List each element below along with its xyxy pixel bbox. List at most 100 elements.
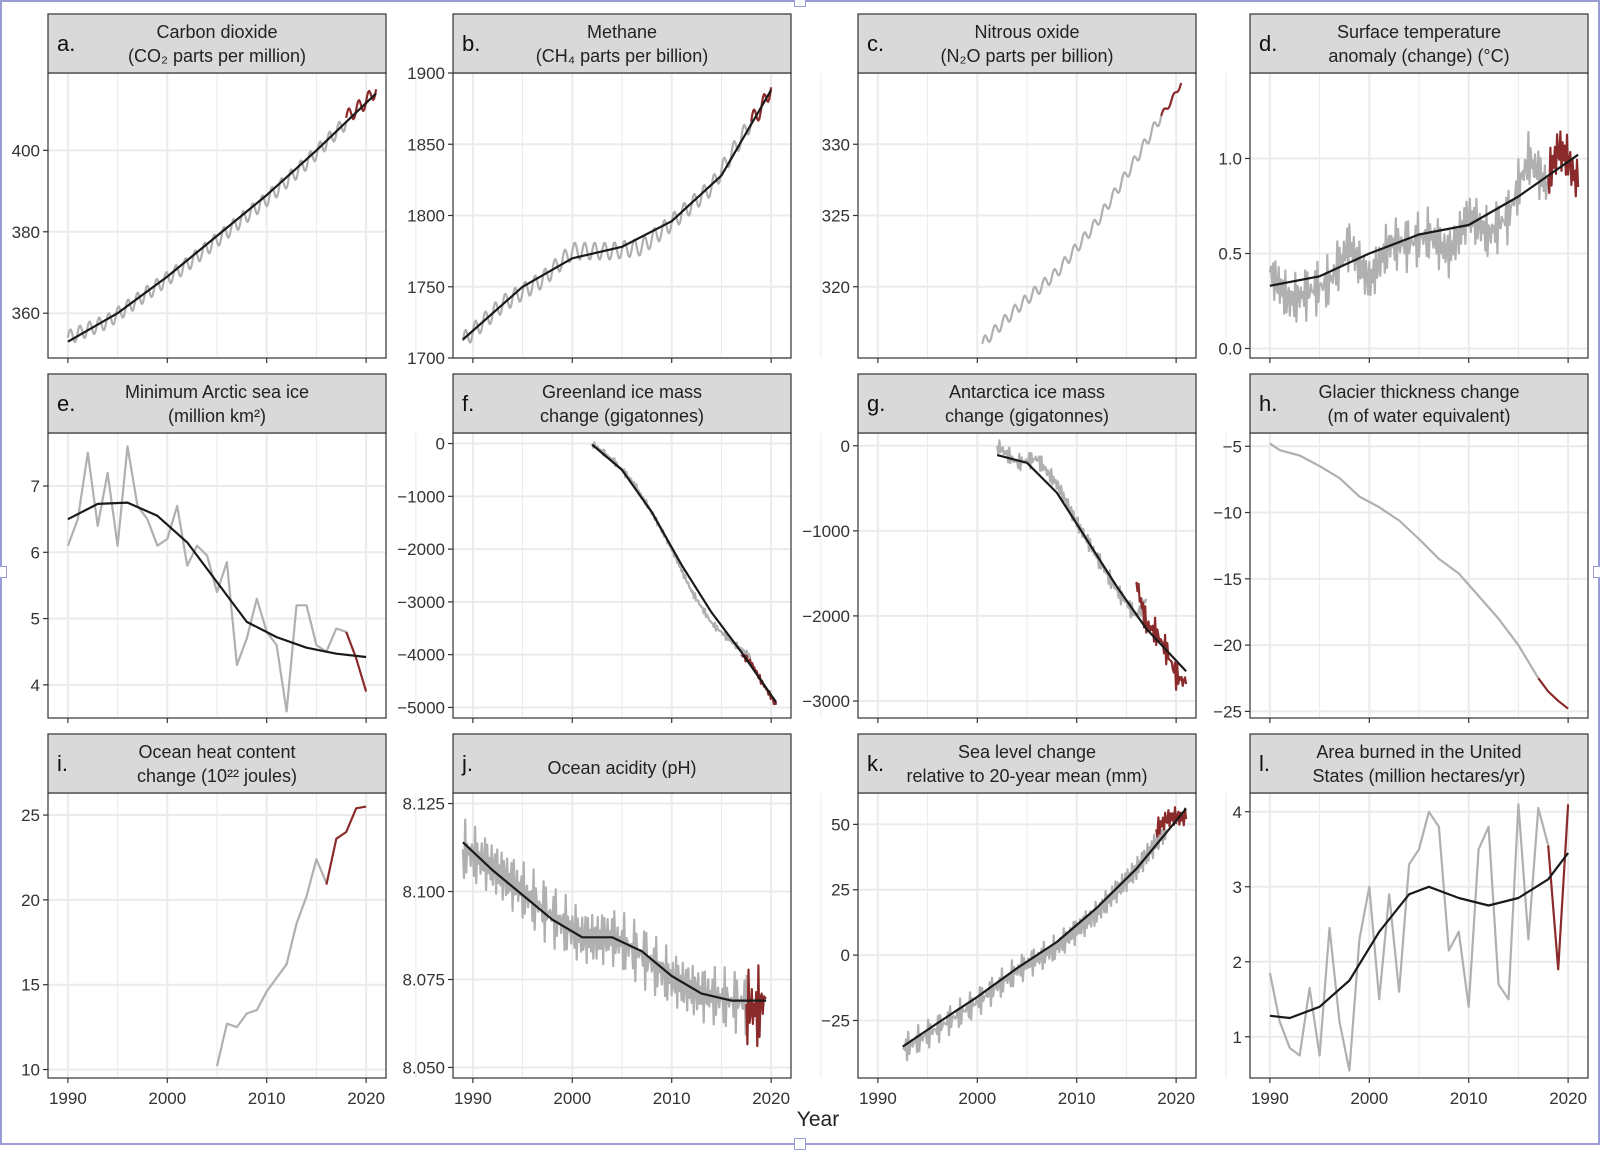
x-tick-label: 2000 [1350,1089,1388,1108]
y-tick-label: 400 [12,141,40,160]
panel-subtitle: (million km²) [168,406,266,426]
panel-subtitle: anomaly (change) (°C) [1328,46,1509,66]
y-tick-label: 1800 [407,207,445,226]
y-tick-label: −5000 [397,698,445,717]
panel-letter: d. [1259,31,1277,56]
x-tick-label: 1990 [454,1089,492,1108]
panel-f: f. Greenland ice mass change (gigatonnes) −… [397,373,822,723]
y-tick-label: 1850 [407,135,445,154]
y-tick-label: 8.125 [402,795,445,814]
y-tick-label: −2000 [802,607,850,626]
panel-subtitle: (CH₄ parts per billion) [536,46,708,66]
series-line-smooth [996,454,1187,672]
x-tick-label: 2010 [1058,1089,1096,1108]
series-layer [981,82,1183,345]
panel-title: Minimum Arctic sea ice [125,382,309,402]
series-line-recent [325,805,367,885]
strip-background [47,733,387,794]
series-layer [461,87,773,344]
series-line-smooth [1269,153,1579,287]
y-tick-label: 4 [1233,803,1242,822]
series-line-recent [1547,130,1580,198]
series-line-observed [996,439,1148,619]
y-tick-label: 10 [21,1061,40,1080]
series-layer [996,439,1188,691]
panel-letter: j. [461,751,473,776]
panel-title: Sea level change [958,742,1096,762]
panel-a: a. Carbon dioxide (CO₂ parts per million) 3… [12,13,417,363]
strip-background [1249,373,1589,434]
series-line-smooth [902,807,1187,1048]
series-line-observed [1269,442,1540,679]
series-line-smooth [462,841,767,1002]
series-line-recent [1537,677,1569,710]
x-tick-label: 1990 [1251,1089,1289,1108]
panel-subtitle: change (10²² joules) [137,766,297,786]
x-tick-label: 2000 [958,1089,996,1108]
series-layer [1269,442,1569,710]
y-tick-label: 25 [21,806,40,825]
x-tick-label: 2010 [653,1089,691,1108]
x-tick-label: 2010 [1450,1089,1488,1108]
resize-handle-top[interactable] [794,0,806,7]
panel-e: e. Minimum Arctic sea ice (million km²) 4 5 6… [31,373,417,723]
panel-letter: c. [867,31,884,56]
panel-j: j. Ocean acidity (pH) 8.050 8.075 8.100 8.125… [402,733,822,1108]
series-line-recent [1160,82,1183,117]
series-line-observed [1268,131,1550,323]
panel-subtitle: States (million hectares/yr) [1312,766,1525,786]
series-layer [591,441,778,706]
y-tick-label: 0.0 [1218,340,1242,359]
panel-letter: h. [1259,391,1277,416]
panel-title: Ocean heat content [138,742,295,762]
panel-letter: l. [1259,751,1270,776]
x-tick-label: 2020 [1157,1089,1195,1108]
panel-subtitle: change (gigatonnes) [945,406,1109,426]
series-line-observed [461,818,753,1036]
strip-background [857,13,1197,74]
series-line-smooth [591,443,778,703]
x-tick-label: 2000 [148,1089,186,1108]
panel-title: Glacier thickness change [1318,382,1519,402]
panel-d: d. Surface temperature anomaly (change) (°… [1218,13,1589,363]
panel-letter: i. [57,751,68,776]
panel-h: h. Glacier thickness change (m of water eq… [1213,373,1589,723]
series-layer [66,445,368,713]
series-line-smooth [462,89,773,341]
y-tick-label: −20 [1213,636,1242,655]
y-tick-label: 6 [31,543,40,562]
y-tick-label: 1.0 [1218,150,1242,169]
y-tick-label: 5 [31,610,40,629]
y-tick-label: −25 [821,1011,850,1030]
series-line-smooth [1269,852,1569,1020]
series-line-observed [981,115,1163,345]
y-tick-label: 8.050 [402,1058,445,1077]
y-tick-label: 1700 [407,349,445,368]
series-line-recent [1155,806,1188,838]
panel-b: b. Methane (CH₄ parts per billion) 1700 1750… [407,13,822,368]
y-tick-label: −2000 [397,540,445,559]
strip-background [452,733,792,794]
y-tick-label: 8.075 [402,970,445,989]
strip-background [47,373,387,434]
y-tick-label: −5 [1223,437,1242,456]
y-tick-label: 0.5 [1218,245,1242,264]
y-tick-label: 15 [21,976,40,995]
x-tick-label: 2010 [248,1089,286,1108]
resize-handle-bottom[interactable] [794,1138,806,1150]
series-line-observed [1268,803,1550,1072]
y-tick-label: 2 [1233,953,1242,972]
y-tick-label: 7 [31,477,40,496]
series-layer [1268,803,1570,1072]
strip-background [47,13,387,74]
y-tick-label: 1900 [407,64,445,83]
resize-handle-right[interactable] [1593,566,1600,578]
panel-title: Antarctica ice mass [949,382,1105,402]
x-tick-label: 1990 [859,1089,897,1108]
y-tick-label: 320 [822,278,850,297]
y-tick-label: 380 [12,223,40,242]
resize-handle-left[interactable] [0,566,7,578]
series-layer [1268,130,1580,323]
series-line-recent [1135,581,1188,691]
